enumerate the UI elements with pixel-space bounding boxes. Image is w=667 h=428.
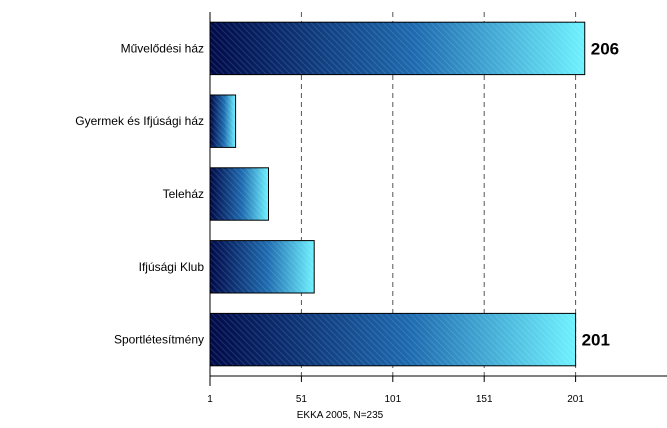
x-tick-label: 1 [207, 394, 213, 405]
data-label: 201 [582, 331, 610, 350]
category-label: Teleház [163, 187, 204, 201]
x-tick-label: 101 [384, 394, 401, 405]
bar-hatch [210, 313, 576, 366]
category-label: Sportlétesítmény [114, 333, 204, 347]
data-label: 206 [591, 39, 619, 58]
bar-hatch [210, 94, 236, 148]
x-tick-label: 151 [476, 394, 493, 405]
x-tick-label: 201 [567, 394, 584, 405]
bar-hatch [210, 167, 269, 221]
chart-note: EKKA 2005, N=235 [297, 410, 384, 421]
category-label: Ifjúsági Klub [139, 260, 205, 274]
category-label: Művelődési ház [121, 41, 204, 55]
bar-hatch [210, 240, 315, 294]
bar-hatch [210, 22, 585, 75]
category-label: Gyermek és Ifjúsági ház [75, 114, 204, 128]
x-tick-label: 51 [296, 394, 308, 405]
